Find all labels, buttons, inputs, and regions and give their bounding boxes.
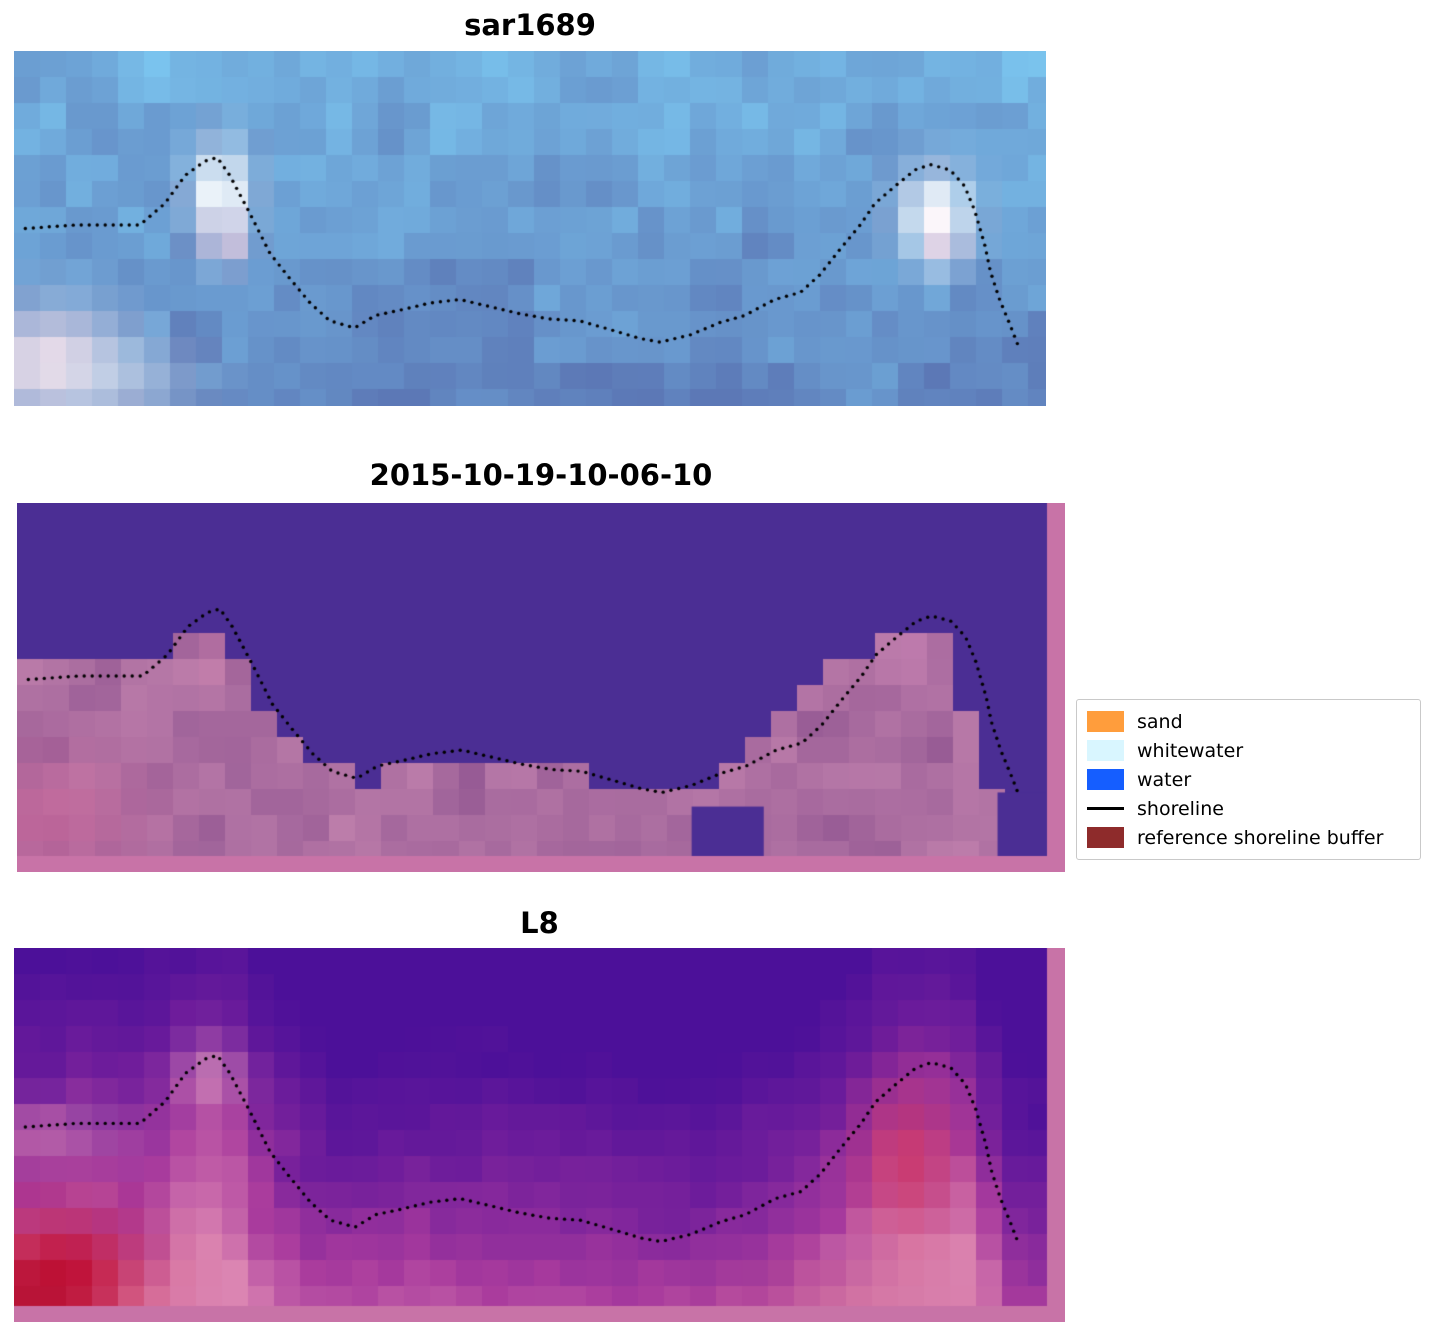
legend-label-sand: sand bbox=[1137, 710, 1183, 733]
sand-swatch bbox=[1087, 711, 1124, 732]
legend-label-water: water bbox=[1137, 768, 1192, 791]
legend-item-water: water bbox=[1087, 767, 1410, 792]
legend-item-sand: sand bbox=[1087, 709, 1410, 734]
l8-image bbox=[14, 948, 1065, 1322]
shoreline-line-swatch bbox=[1087, 807, 1124, 810]
water-swatch bbox=[1087, 769, 1124, 790]
classified-image bbox=[17, 503, 1065, 872]
sar-image bbox=[14, 51, 1046, 406]
legend-label-whitewater: whitewater bbox=[1137, 739, 1244, 762]
panel-title-date: 2015-10-19-10-06-10 bbox=[369, 458, 713, 492]
panel-title-sar: sar1689 bbox=[464, 8, 596, 42]
legend-item-shoreline: shoreline bbox=[1087, 796, 1410, 821]
legend-label-shoreline: shoreline bbox=[1137, 797, 1224, 820]
whitewater-swatch bbox=[1087, 740, 1124, 761]
legend: sand whitewater water shoreline referenc… bbox=[1076, 699, 1421, 860]
panel-title-l8: L8 bbox=[520, 906, 559, 940]
legend-item-whitewater: whitewater bbox=[1087, 738, 1410, 763]
reference-buffer-swatch bbox=[1087, 827, 1124, 848]
legend-item-reference-buffer: reference shoreline buffer bbox=[1087, 825, 1410, 850]
legend-label-reference-buffer: reference shoreline buffer bbox=[1137, 826, 1384, 849]
